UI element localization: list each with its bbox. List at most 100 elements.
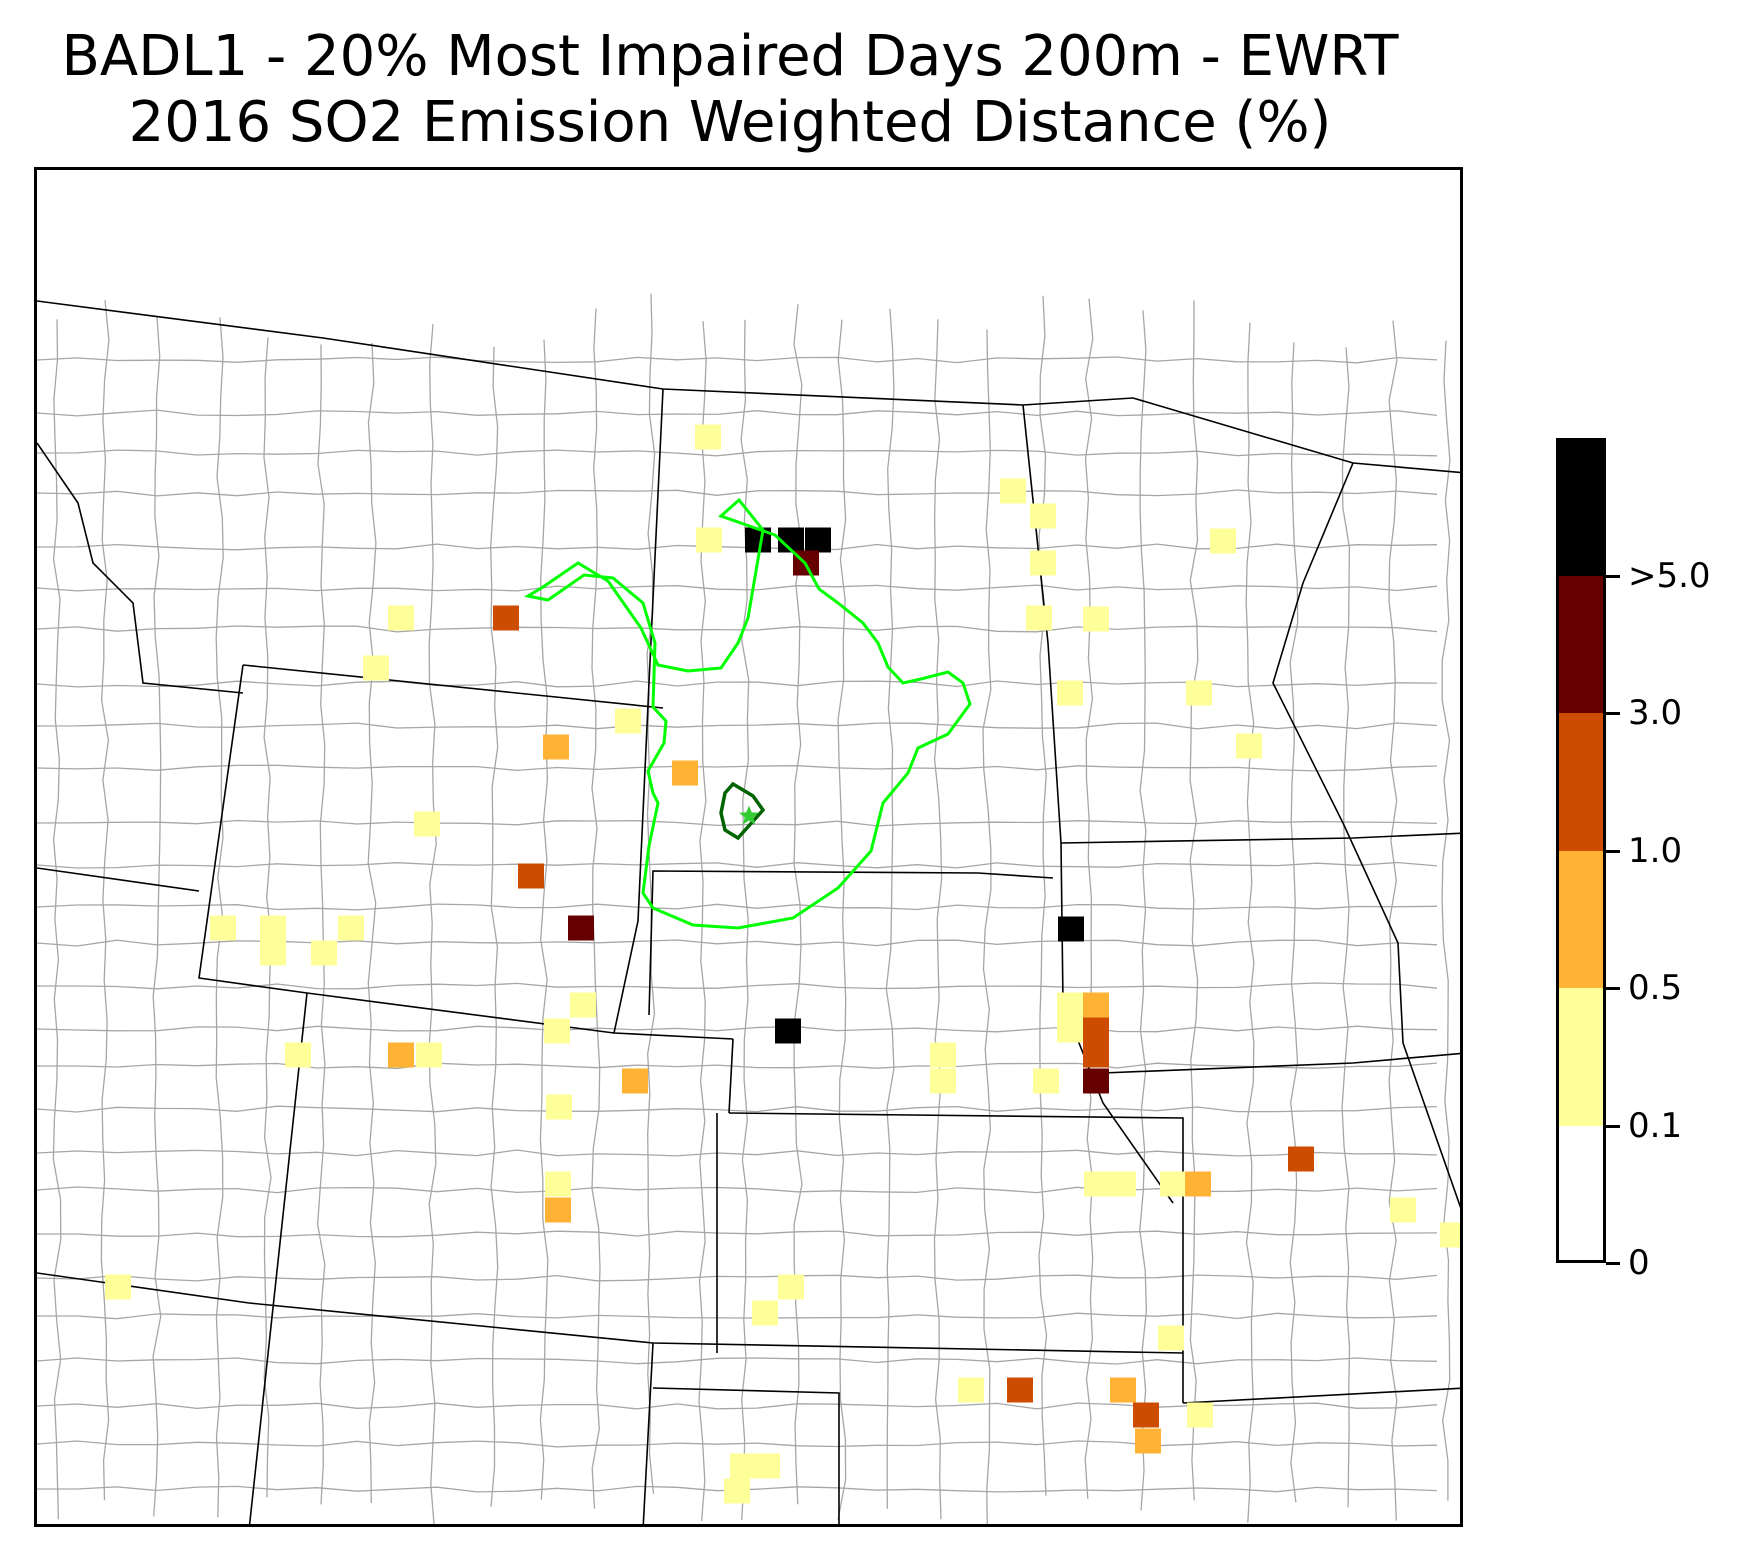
emission-cell <box>1158 1325 1184 1351</box>
county-line <box>37 1402 1438 1410</box>
emission-cell <box>493 605 519 631</box>
county-borders <box>37 293 1451 1524</box>
emission-cell <box>696 527 722 553</box>
emission-cell <box>930 1042 956 1068</box>
emission-cell <box>388 605 414 631</box>
county-line <box>37 625 1438 633</box>
emission-cell <box>546 1094 572 1120</box>
county-line <box>837 319 847 1520</box>
emission-cell <box>1026 605 1052 631</box>
emission-cell <box>1030 503 1056 529</box>
emission-cell <box>1110 1171 1136 1197</box>
emission-cell <box>210 915 236 941</box>
county-line <box>698 320 707 1522</box>
chart-title-line-1: BADL1 - 20% Most Impaired Days 200m - EW… <box>61 24 1399 89</box>
emission-cell <box>672 760 698 786</box>
state-border <box>1102 1052 1460 1074</box>
county-line <box>37 1105 1438 1113</box>
county-line <box>37 1230 1438 1238</box>
emission-cell <box>388 1042 414 1068</box>
emission-cell <box>1133 1402 1159 1428</box>
emission-cell <box>930 1068 956 1094</box>
county-line <box>1289 342 1299 1503</box>
emission-cell <box>1083 992 1109 1018</box>
colorbar-tick <box>1606 712 1620 715</box>
county-line <box>37 903 1438 911</box>
emission-cell <box>1058 916 1084 942</box>
chart-title-line-2: 2016 SO2 Emission Weighted Distance (%) <box>128 90 1332 155</box>
emission-cell <box>1030 550 1056 576</box>
colorbar-tick-label: 0.5 <box>1628 968 1683 1008</box>
colorbar-segment <box>1556 713 1606 851</box>
county-line <box>37 722 1438 730</box>
county-line <box>37 939 1438 947</box>
emission-cell <box>1210 528 1236 554</box>
state-border <box>1272 462 1460 1209</box>
colorbar-segment <box>1556 575 1606 713</box>
emission-cell <box>730 1453 756 1479</box>
state-border <box>1060 832 1460 844</box>
outer-contour <box>523 497 972 930</box>
emission-cell <box>622 1068 648 1094</box>
colorbar-tick-label: >5.0 <box>1628 555 1711 596</box>
colorbar-segment <box>1556 1125 1606 1263</box>
emission-cell <box>518 863 544 889</box>
state-border <box>648 870 1054 1016</box>
county-line <box>933 319 943 1520</box>
colorbar-segment <box>1556 438 1606 576</box>
state-border <box>652 1387 840 1524</box>
emission-cell <box>260 915 286 941</box>
emission-cell <box>105 1274 131 1300</box>
county-line <box>490 346 499 1507</box>
emission-cell <box>543 734 569 760</box>
county-line <box>37 1440 1438 1448</box>
emission-cell <box>1084 1171 1110 1197</box>
county-line <box>1341 347 1351 1508</box>
emission-cell <box>1390 1197 1416 1223</box>
contours <box>523 497 972 930</box>
emission-cell <box>695 424 721 450</box>
colorbar-tick-label: 0 <box>1628 1243 1650 1283</box>
state-border <box>37 1272 1184 1354</box>
county-line <box>37 449 1438 457</box>
emission-cell <box>260 940 286 966</box>
county-line <box>740 319 750 1520</box>
county-line <box>37 764 1438 772</box>
emission-cell <box>1160 1171 1186 1197</box>
emission-cell <box>363 655 389 681</box>
emission-cell <box>285 1042 311 1068</box>
emission-cell <box>1187 1402 1213 1428</box>
county-line <box>52 319 62 1520</box>
emission-cell <box>1057 992 1083 1018</box>
emission-cells <box>105 424 1460 1504</box>
county-line <box>37 680 1438 688</box>
emission-cell <box>544 1018 570 1044</box>
county-line <box>646 293 656 1494</box>
county-line <box>37 1025 1438 1033</box>
emission-cell <box>805 527 831 553</box>
emission-cell <box>1135 1428 1161 1454</box>
emission-cell <box>1440 1222 1460 1248</box>
state-border <box>198 664 734 1040</box>
star-icon <box>739 805 759 825</box>
colorbar-tick <box>1606 1124 1620 1128</box>
state-border <box>613 388 664 1034</box>
state-border <box>37 300 1134 406</box>
emission-cell <box>311 940 337 966</box>
emission-cell <box>1186 680 1212 706</box>
county-line <box>316 344 326 1505</box>
county-line <box>37 1312 1438 1320</box>
county-line <box>37 861 1438 869</box>
county-line <box>1441 340 1451 1501</box>
emission-cell <box>545 1171 571 1197</box>
county-line <box>1139 310 1148 1511</box>
state-border <box>37 867 200 892</box>
county-line <box>1084 298 1094 1499</box>
state-border <box>728 1038 734 1114</box>
emission-cell <box>1236 733 1262 759</box>
county-line <box>37 584 1438 592</box>
county-line <box>1189 300 1199 1501</box>
county-line <box>37 982 1438 990</box>
county-line <box>1245 322 1255 1523</box>
county-line <box>1038 295 1048 1496</box>
